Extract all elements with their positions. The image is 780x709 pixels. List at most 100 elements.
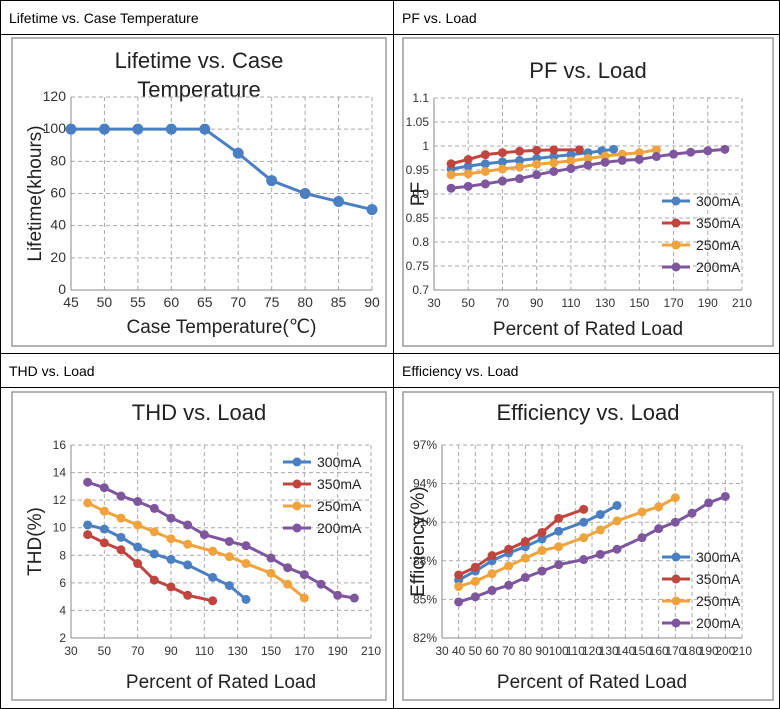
data-point — [241, 559, 251, 569]
legend-label: 300mA — [696, 193, 741, 209]
y-tick-label: 120 — [43, 88, 67, 104]
legend-label: 350mA — [696, 571, 741, 587]
data-point — [532, 145, 542, 155]
data-point — [116, 491, 126, 501]
data-point — [634, 148, 644, 158]
y-tick-label: 82% — [413, 631, 437, 645]
data-point — [669, 149, 679, 159]
data-point — [497, 157, 507, 167]
data-point — [549, 152, 559, 162]
y-tick-label: 80 — [50, 152, 66, 168]
x-tick-label: 110 — [195, 644, 214, 658]
y-tick-label: 40 — [50, 217, 66, 233]
data-point — [686, 147, 696, 157]
legend-swatch-marker — [292, 501, 302, 511]
x-tick-label: 110 — [566, 644, 585, 658]
legend-swatch-marker — [292, 523, 302, 533]
y-tick-label: 0.8 — [412, 235, 429, 249]
data-point — [537, 546, 547, 556]
data-point — [549, 166, 559, 176]
x-tick-label: 50 — [97, 294, 113, 310]
data-point — [366, 204, 378, 216]
data-point — [149, 527, 159, 537]
y-tick-label: 60 — [50, 185, 66, 201]
data-point — [463, 169, 473, 179]
data-point — [487, 585, 497, 595]
data-point — [504, 544, 514, 554]
data-point — [566, 156, 576, 166]
data-point — [600, 157, 610, 167]
y-tick-label: 2 — [59, 631, 66, 645]
chart-0: Lifetime vs. Case Temperature 45 50 55 60 65 70… — [11, 37, 387, 347]
y-tick-label: 0.75 — [406, 259, 430, 273]
data-point — [470, 592, 480, 602]
data-point — [497, 164, 507, 174]
chart-title: Efficiency vs. Load — [496, 400, 679, 425]
data-point — [554, 513, 564, 523]
x-tick-label: 200 — [715, 644, 735, 658]
legend-swatch-marker — [292, 457, 302, 467]
y-tick-label: 4 — [59, 603, 66, 617]
data-point — [470, 576, 480, 586]
data-point — [333, 590, 343, 600]
data-point — [566, 150, 576, 160]
x-tick-label: 150 — [632, 644, 652, 658]
chart-title: THD vs. Load — [132, 400, 267, 425]
y-tick-label: 16 — [53, 438, 67, 452]
x-axis-label: Percent of Rated Load — [493, 319, 683, 340]
x-tick-label: 55 — [130, 294, 146, 310]
data-point — [266, 568, 276, 578]
legend-swatch-marker — [671, 574, 681, 584]
legend-label: 250mA — [696, 237, 741, 253]
data-point — [583, 160, 593, 170]
data-point — [208, 546, 218, 556]
data-point — [98, 123, 110, 135]
chart-frame — [11, 37, 387, 347]
data-point — [454, 570, 464, 580]
data-point — [199, 530, 209, 540]
chart-title: Lifetime vs. Case — [115, 48, 284, 73]
data-point — [704, 498, 714, 508]
legend-swatch-marker — [671, 618, 681, 628]
data-point — [520, 537, 530, 546]
data-point — [703, 146, 713, 156]
x-tick-label: 190 — [328, 644, 348, 658]
x-tick-label: 60 — [485, 644, 499, 658]
data-point — [595, 525, 605, 535]
data-point — [554, 542, 564, 552]
data-point — [497, 148, 507, 158]
series-line-200mA — [87, 480, 355, 600]
data-point — [520, 573, 530, 583]
x-tick-label: 60 — [164, 294, 180, 310]
data-point — [504, 561, 514, 571]
legend-swatch-marker — [671, 262, 681, 272]
data-point — [617, 155, 627, 165]
data-point — [549, 158, 559, 168]
x-tick-label: 180 — [682, 644, 702, 658]
series-line — [71, 127, 373, 212]
x-tick-label: 75 — [264, 294, 280, 310]
data-point — [99, 483, 109, 493]
data-point — [651, 145, 661, 155]
x-tick-label: 90 — [164, 644, 178, 658]
data-point — [446, 183, 456, 193]
data-point — [480, 179, 490, 189]
x-tick-label: 150 — [629, 296, 649, 310]
y-tick-label: 0 — [58, 281, 66, 297]
data-point — [208, 572, 218, 582]
series-line-300mA — [87, 523, 247, 601]
data-point — [554, 526, 564, 536]
data-point — [224, 581, 234, 591]
data-point — [480, 150, 490, 160]
y-tick-label: 100 — [43, 120, 67, 136]
x-tick-label: 190 — [699, 644, 719, 658]
data-point — [299, 188, 311, 199]
data-point — [83, 530, 93, 540]
data-point — [670, 517, 680, 527]
x-tick-label: 30 — [64, 644, 78, 658]
data-point — [166, 554, 176, 564]
y-axis-label: PF — [408, 182, 429, 206]
y-tick-label: 6 — [59, 576, 66, 590]
x-tick-label: 100 — [549, 644, 569, 658]
